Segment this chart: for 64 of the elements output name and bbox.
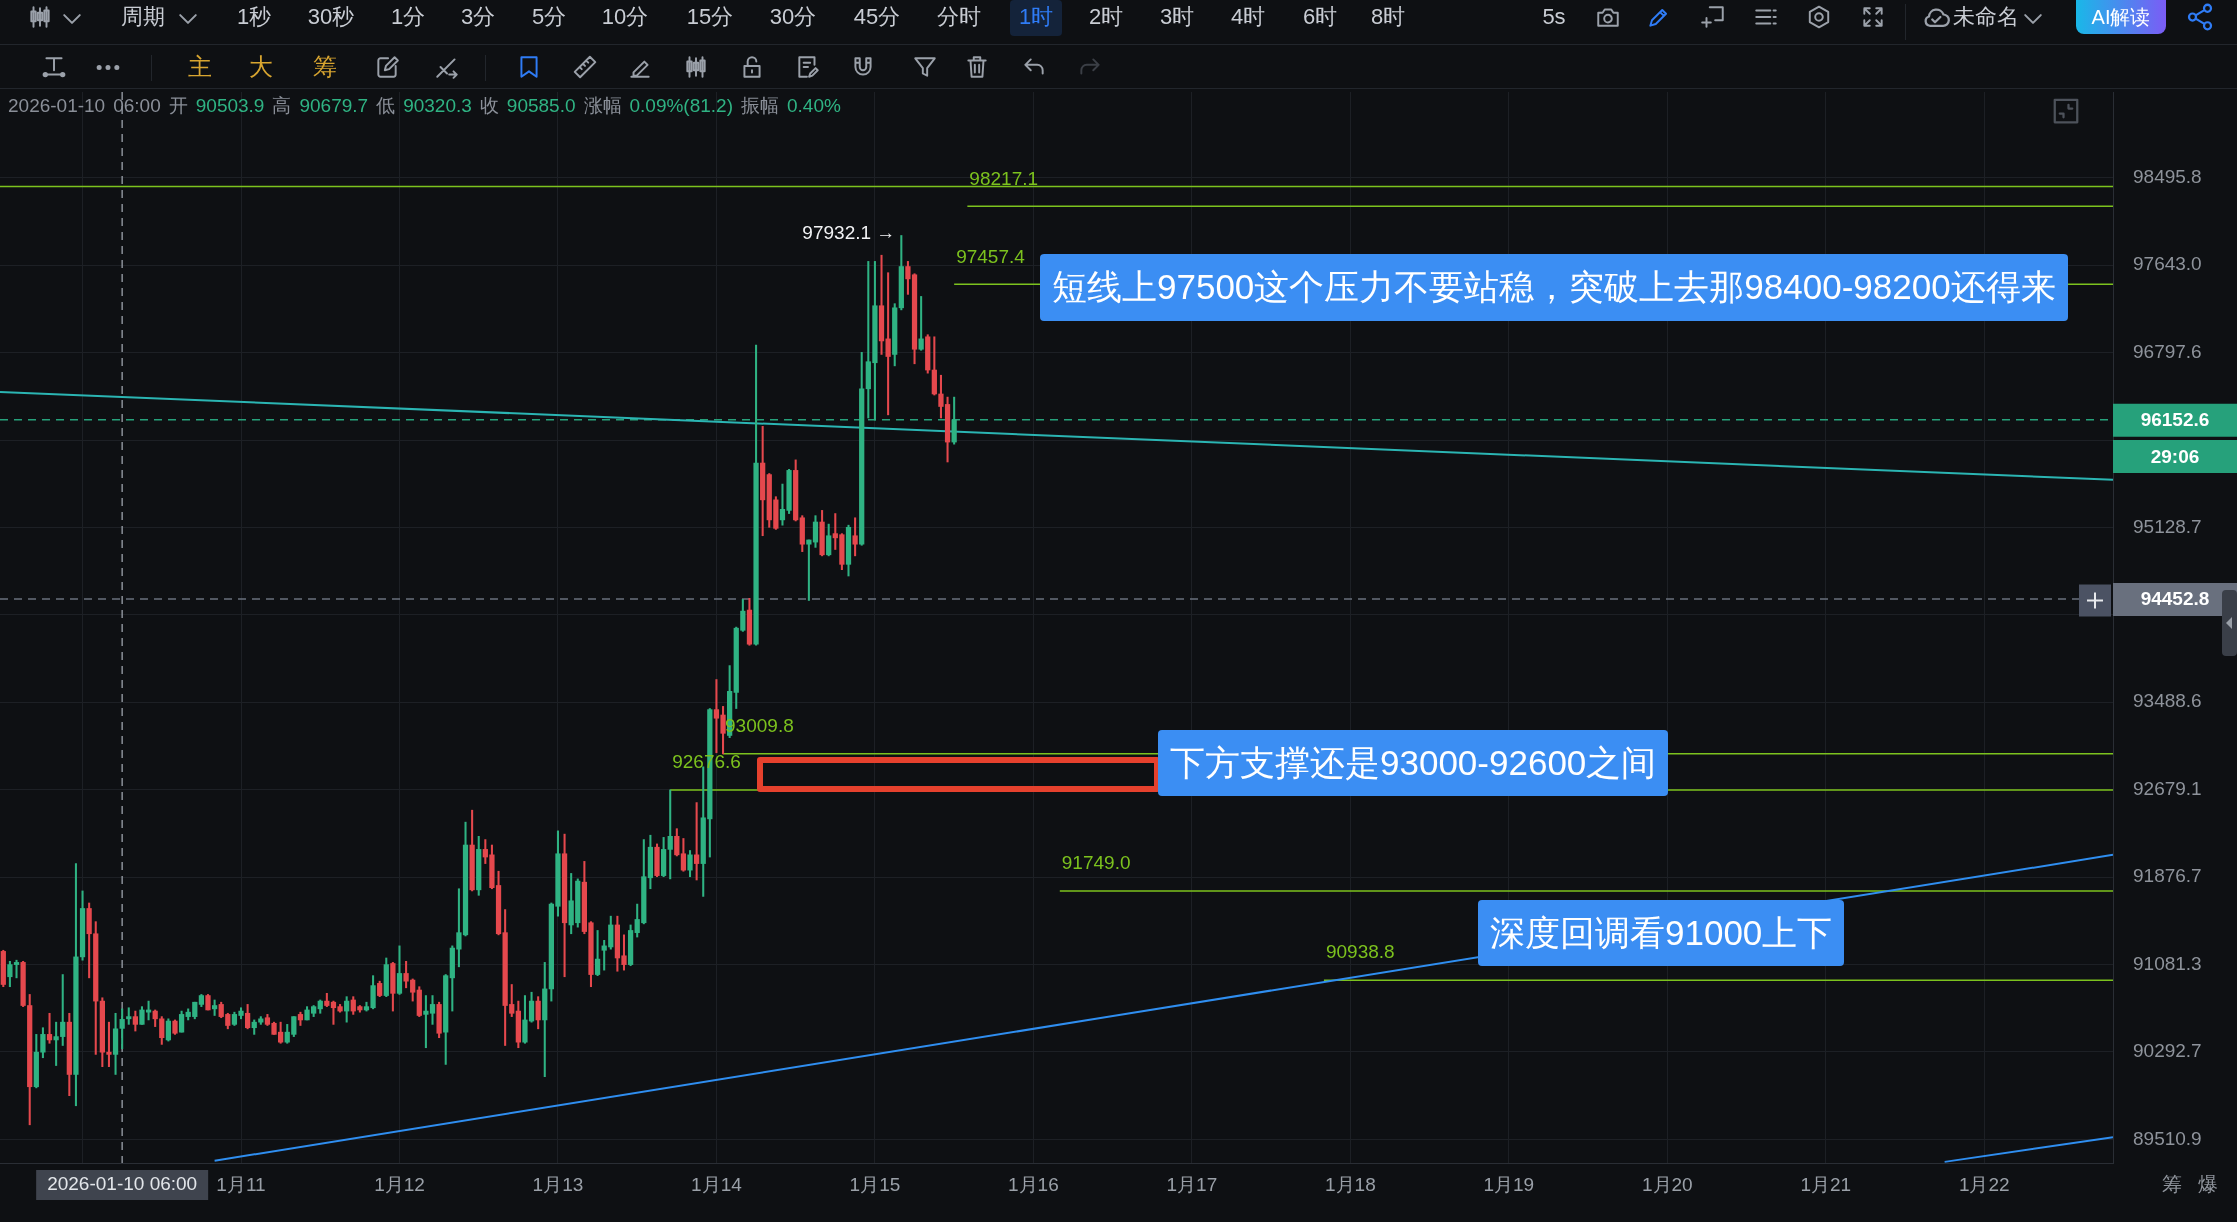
text: 6时 — [1302, 4, 1338, 29]
annotation: 90938.8 — [1325, 941, 1395, 963]
y-tick-label: 93488.6 — [2133, 690, 2202, 712]
text: 15分 — [686, 4, 734, 29]
text: 5分 — [531, 4, 567, 29]
text: 8时 — [1370, 4, 1406, 29]
text: 5s — [1542, 4, 1566, 29]
y-tick-label: 98495.8 — [2133, 166, 2202, 188]
x-tick-label: 1月17 — [1166, 1173, 1218, 1195]
text: 大 — [249, 53, 273, 80]
x-tick-label: 1月22 — [1958, 1173, 2010, 1195]
y-tick-label: 90292.7 — [2133, 1040, 2202, 1062]
y-tick-label: 97643.0 — [2133, 253, 2202, 275]
text: 分时 — [937, 4, 981, 29]
y-tick-label: 89510.9 — [2133, 1127, 2202, 1149]
annotation: 91749.0 — [1061, 852, 1131, 874]
annotation: 深度回调看91000上下 — [1490, 911, 1833, 954]
text: 45分 — [853, 4, 901, 29]
candlestick — [46, 1012, 53, 1044]
annotation: 98217.1 — [969, 167, 1039, 189]
text: 未命名 — [1953, 4, 2019, 29]
callout-box: 短线上97500这个压力不要站稳，突破上去那98400-98200还得来 — [1040, 254, 2068, 321]
x-tick-label: 1月20 — [1641, 1173, 1693, 1195]
text: 10分 — [601, 4, 649, 29]
y-tick-label: 96797.6 — [2133, 340, 2202, 362]
x-tick-label: 1月18 — [1324, 1173, 1376, 1195]
ref-line-label: 2026-01-10 06:00 — [47, 1173, 198, 1195]
text: 30分 — [769, 4, 817, 29]
annotation: 97457.4 — [956, 245, 1026, 267]
annotation: 97932.1 → — [802, 221, 896, 243]
text: 1秒 — [236, 4, 272, 29]
gradient-button: AI解读 — [2076, 0, 2166, 34]
text: 主 — [188, 53, 212, 80]
text: 2026-01-10 06:00 开 90503.9 高 90679.7 低 90320.3 收 90585.0 涨幅 0.09%(81.2) 振幅 0.40% — [8, 95, 841, 116]
x-tick-label: 1月16 — [1008, 1173, 1059, 1195]
y-tick-label: 92679.1 — [2133, 777, 2202, 799]
text: 筹 — [313, 53, 337, 80]
text: 爆 — [2198, 1173, 2218, 1195]
text: 3时 — [1159, 4, 1195, 29]
y-tick-label: 91876.7 — [2133, 865, 2202, 887]
x-tick-label: 1月11 — [216, 1173, 266, 1195]
y-tick-label: 95128.7 — [2133, 515, 2202, 537]
text: 4时 — [1230, 4, 1266, 29]
y-tick-label: 91081.3 — [2133, 952, 2202, 974]
text: 30秒 — [307, 4, 355, 29]
x-tick-label: 1月15 — [849, 1173, 901, 1195]
annotation: 下方支撑还是93000-92600之间 — [1170, 741, 1657, 784]
annotation: 短线上97500这个压力不要站稳，突破上去那98400-98200还得来 — [1052, 266, 2056, 308]
text: 1分 — [390, 4, 426, 29]
text: 1时 — [1018, 4, 1054, 29]
text: 筹 — [2162, 1173, 2182, 1195]
x-tick-label: 1月12 — [374, 1173, 425, 1195]
x-tick-label: 1月19 — [1483, 1173, 1535, 1195]
x-tick-label: 1月14 — [691, 1173, 743, 1195]
text: 3分 — [460, 4, 496, 29]
timer-box: 29:06 — [2113, 440, 2237, 473]
x-tick-label: 1月21 — [1800, 1173, 1852, 1195]
ref-line-label: 94452.8 — [2140, 588, 2210, 610]
text: 2时 — [1088, 4, 1124, 29]
ref-line-label: 96152.6 — [2140, 409, 2210, 431]
callout-box: 深度回调看91000上下 — [1478, 900, 1845, 966]
text: 周期 — [121, 4, 165, 29]
x-tick-label: 1月13 — [532, 1173, 584, 1195]
callout-box: 下方支撑还是93000-92600之间 — [1158, 730, 1669, 796]
